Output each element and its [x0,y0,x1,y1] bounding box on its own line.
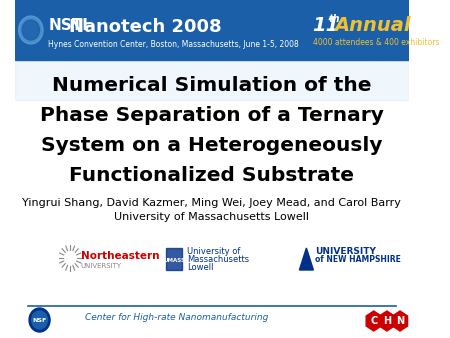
Text: Phase Separation of a Ternary: Phase Separation of a Ternary [40,106,384,125]
Polygon shape [299,248,313,270]
Text: Northeastern: Northeastern [81,251,159,261]
Circle shape [29,308,50,332]
Text: Annual: Annual [334,16,411,35]
Bar [15,60,409,100]
Text: UNIVERSITY: UNIVERSITY [81,263,122,269]
Text: University of Massachusetts Lowell: University of Massachusetts Lowell [114,212,310,222]
Text: Center for High-rate Nanomanufacturing: Center for High-rate Nanomanufacturing [85,313,269,322]
Bar [15,0,409,60]
Bar [15,60,409,338]
Text: University of: University of [187,247,241,257]
Text: of NEW HAMPSHIRE: of NEW HAMPSHIRE [315,256,401,265]
Text: UNIVERSITY: UNIVERSITY [315,247,376,257]
Text: NSTI: NSTI [48,18,88,33]
Text: N: N [396,316,404,326]
Text: Yingrui Shang, David Kazmer, Ming Wei, Joey Mead, and Carol Barry: Yingrui Shang, David Kazmer, Ming Wei, J… [22,198,401,208]
Text: Nanotech 2008: Nanotech 2008 [69,18,222,36]
Text: 4000 attendees & 400 exhibitors: 4000 attendees & 400 exhibitors [312,38,439,47]
Text: H: H [383,316,391,326]
Bar [166,248,182,270]
Circle shape [22,20,40,40]
Circle shape [32,311,47,329]
Text: 11: 11 [312,16,340,35]
Text: th: th [328,14,340,24]
Text: Lowell: Lowell [187,264,214,272]
Text: Massachusetts: Massachusetts [187,256,250,265]
Text: Functionalized Substrate: Functionalized Substrate [69,166,355,185]
Text: NSF: NSF [32,317,47,322]
Circle shape [18,16,43,44]
Text: UMASS: UMASS [163,258,185,263]
Text: Hynes Convention Center, Boston, Massachusetts, June 1-5, 2008: Hynes Convention Center, Boston, Massach… [48,40,299,49]
Text: C: C [370,316,378,326]
Text: System on a Heterogeneously: System on a Heterogeneously [41,136,382,155]
Text: Numerical Simulation of the: Numerical Simulation of the [52,76,372,95]
